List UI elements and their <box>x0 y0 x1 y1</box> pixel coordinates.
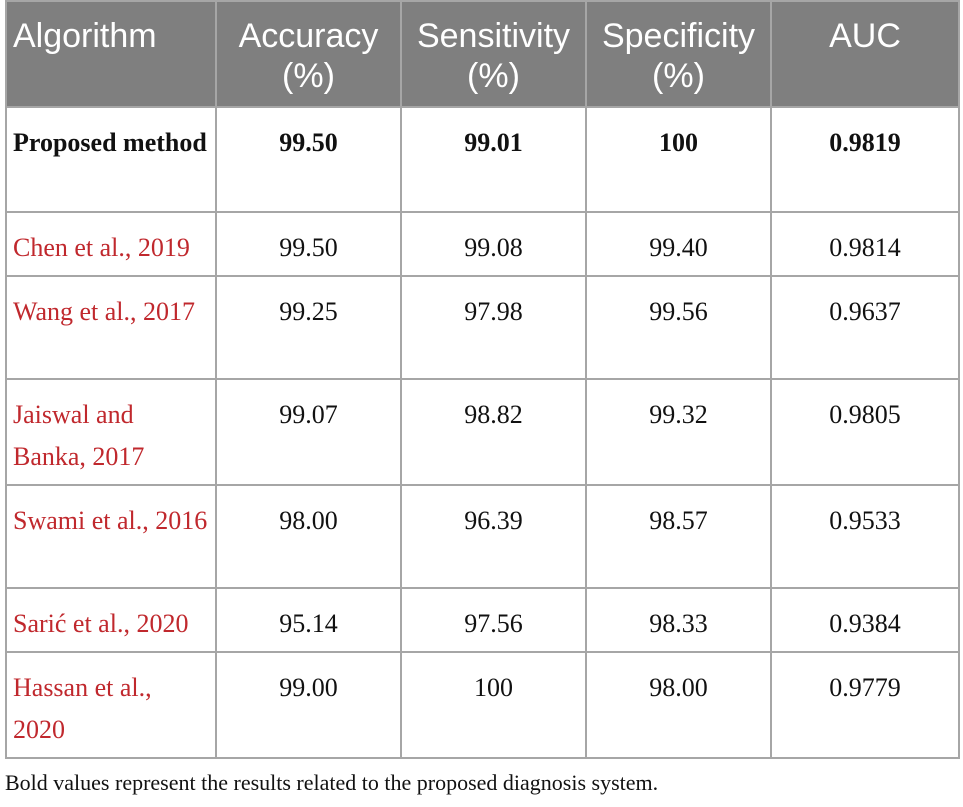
value-cell: 97.98 <box>400 275 587 380</box>
value-cell: 0.9814 <box>770 211 960 277</box>
value-cell: 97.56 <box>400 587 587 653</box>
value-cell: 99.01 <box>400 106 587 213</box>
table-row: Sarić et al., 2020 95.14 97.56 98.33 0.9384 <box>5 587 960 653</box>
value-cell: 98.00 <box>585 651 772 759</box>
footnote: Bold values represent the results relate… <box>5 770 659 795</box>
table-row: Swami et al., 2016 98.00 96.39 98.57 0.9533 <box>5 484 960 589</box>
value-cell: 100 <box>400 651 587 759</box>
value-cell: 99.08 <box>400 211 587 277</box>
value-cell: 98.57 <box>585 484 772 589</box>
header-cell: Specificity (%) <box>585 0 772 108</box>
algorithm-cell: Swami et al., 2016 <box>5 484 217 589</box>
results-table: Algorithm Accuracy (%) Sensitivity (%) Spec… <box>5 0 960 759</box>
value-cell: 99.56 <box>585 275 772 380</box>
algorithm-cell: Hassan et al., 2020 <box>5 651 217 759</box>
table-body: Proposed method 99.50 99.01 100 0.9819 Chen e… <box>5 106 960 759</box>
value-cell: 99.25 <box>215 275 402 380</box>
value-cell: 99.07 <box>215 378 402 486</box>
value-cell: 0.9779 <box>770 651 960 759</box>
header-cell: Sensitivity (%) <box>400 0 587 108</box>
algorithm-cell: Proposed method <box>5 106 217 213</box>
value-cell: 99.00 <box>215 651 402 759</box>
value-cell: 96.39 <box>400 484 587 589</box>
value-cell: 0.9805 <box>770 378 960 486</box>
algorithm-cell: Jaiswal and Banka, 2017 <box>5 378 217 486</box>
value-cell: 0.9637 <box>770 275 960 380</box>
table-row: Hassan et al., 2020 99.00 100 98.00 0.9779 <box>5 651 960 759</box>
header-row: Algorithm Accuracy (%) Sensitivity (%) Spec… <box>5 0 960 108</box>
value-cell: 99.32 <box>585 378 772 486</box>
algorithm-cell: Wang et al., 2017 <box>5 275 217 380</box>
value-cell: 0.9384 <box>770 587 960 653</box>
value-cell: 0.9533 <box>770 484 960 589</box>
table-row: Proposed method 99.50 99.01 100 0.9819 <box>5 106 960 213</box>
algorithm-cell: Chen et al., 2019 <box>5 211 217 277</box>
value-cell: 98.82 <box>400 378 587 486</box>
value-cell: 98.33 <box>585 587 772 653</box>
value-cell: 98.00 <box>215 484 402 589</box>
value-cell: 99.50 <box>215 211 402 277</box>
header-cell: Accuracy (%) <box>215 0 402 108</box>
algorithm-cell: Sarić et al., 2020 <box>5 587 217 653</box>
table-row: Chen et al., 2019 99.50 99.08 99.40 0.9814 <box>5 211 960 277</box>
header-cell: Algorithm <box>5 0 217 108</box>
table-row: Jaiswal and Banka, 2017 99.07 98.82 99.32 0.… <box>5 378 960 486</box>
value-cell: 99.40 <box>585 211 772 277</box>
value-cell: 0.9819 <box>770 106 960 213</box>
header-cell: AUC <box>770 0 960 108</box>
value-cell: 95.14 <box>215 587 402 653</box>
value-cell: 99.50 <box>215 106 402 213</box>
table-row: Wang et al., 2017 99.25 97.98 99.56 0.9637 <box>5 275 960 380</box>
value-cell: 100 <box>585 106 772 213</box>
